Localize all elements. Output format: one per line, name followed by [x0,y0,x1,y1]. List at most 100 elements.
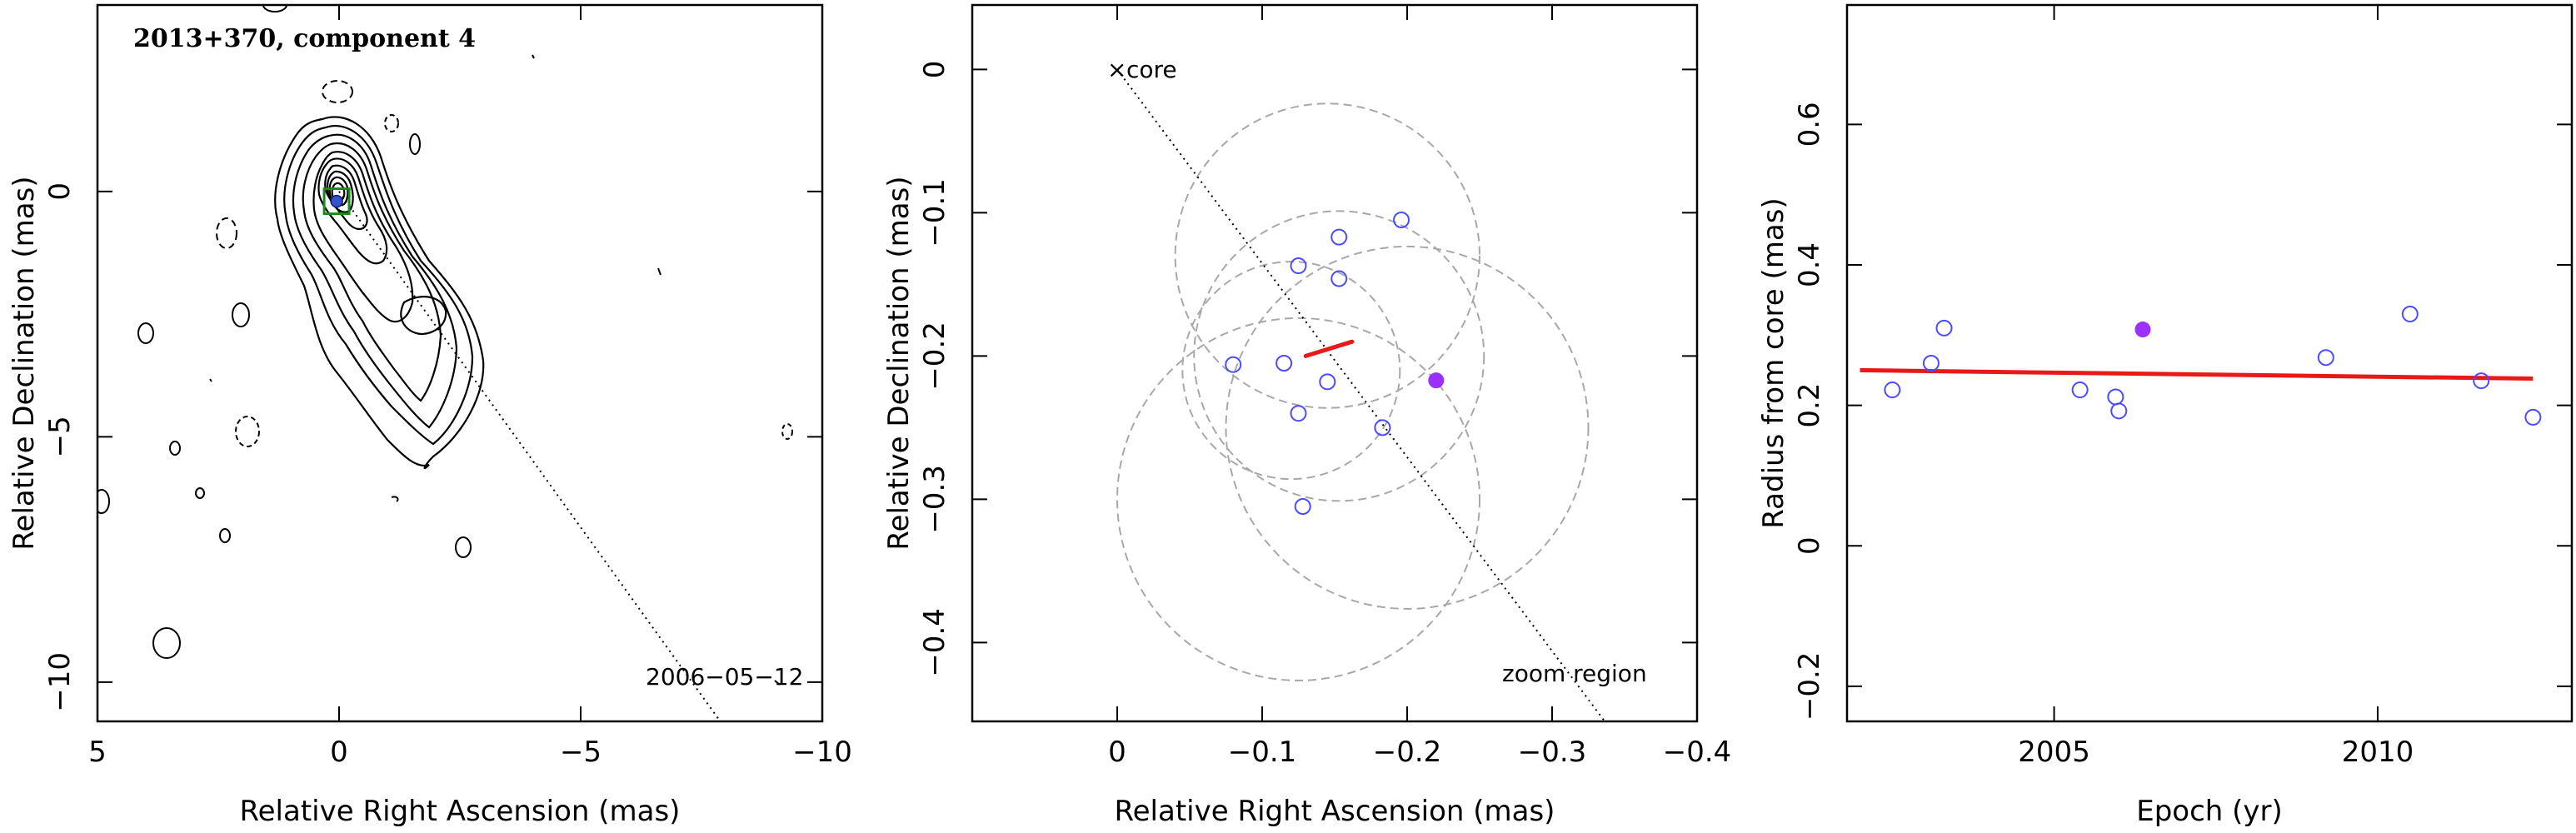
data-point [1276,355,1293,372]
core-label: × core [1107,56,1177,83]
noise-contours [97,5,793,686]
uncertainty-circle [1193,210,1485,502]
data-point [1319,373,1336,391]
y-tick-label: 0 [918,61,951,79]
contour-line [97,489,110,514]
x-tick-label: 0 [330,736,348,769]
fit-line [1860,367,2534,382]
contour-line [324,164,368,231]
contour-line [409,133,421,155]
component-point [330,194,343,208]
x-tick-label: 2010 [2342,736,2414,769]
data-point [1330,270,1348,287]
map-title: 2013+370, component 4 [133,24,476,53]
data-point [2473,372,2490,390]
core-marker-x: × [1107,56,1126,83]
contour-line [195,487,205,499]
x-tick-label: −0.1 [1228,736,1297,769]
y-tick-label: 0.2 [1793,383,1826,428]
uncertainty-circle [1225,245,1590,610]
y-tick-label: 0 [43,182,77,201]
contour-line [302,142,442,402]
contour-line [317,157,388,265]
core-label-text: core [1126,56,1177,83]
x-axis-label: Epoch (yr) [2136,795,2283,828]
contour-line [657,267,661,276]
contour-dashed [322,80,353,103]
contour-line [152,627,181,659]
uncertainty-circles [1116,102,1590,681]
y-tick-label: 0 [1793,536,1826,555]
y-axis-label: Relative Declination (mas) [7,176,41,550]
data-point [1330,228,1348,246]
data-point-filled [2134,322,2151,338]
data-point [1290,257,1307,275]
axis-ticks: 5 0 −5 −10 0 −5 −10 [43,5,852,769]
x-axis-label: Relative Right Ascension (mas) [240,795,681,828]
y-tick-label: −0.3 [918,465,951,534]
y-tick-label: −0.2 [1793,652,1826,721]
data-point [2317,349,2334,367]
contour-line [400,296,447,336]
uncertainty-circle [1116,317,1480,681]
component-box [322,187,351,216]
contour-line [391,496,399,502]
data-point [2401,305,2419,322]
contour-line [169,441,181,456]
x-axis-label: Relative Right Ascension (mas) [1115,795,1555,828]
epoch-label: 2006−05−12 [646,663,803,691]
panel-contour-map: 5 0 −5 −10 0 −5 −10 2013+370, component 4 2006… [7,3,852,828]
x-tick-label: −0.3 [1518,736,1587,769]
jet-axis-line [1116,68,1606,721]
x-tick-label: −0.2 [1373,736,1442,769]
y-tick-label: −0.2 [918,322,951,391]
plot-frame [96,3,824,723]
axis-ticks: 2005 2010 −0.2 0 0.2 0.4 0.6 [1793,5,2572,769]
plot-frame [971,3,1699,723]
contour-dashed [216,217,237,249]
contour-line [274,116,485,470]
axis-ticks: 0 −0.1 −0.2 −0.3 −0.4 0 −0.1 −0.2 −0.3 −0.4 [918,5,1731,769]
data-points [1225,212,1445,515]
x-tick-label: 5 [88,736,107,769]
contour-line [312,151,414,323]
data-point [2110,402,2128,420]
contour-line [209,378,212,382]
y-tick-label: −5 [43,416,77,457]
contour-line [262,5,287,12]
panel-zoom: 0 −0.1 −0.2 −0.3 −0.4 0 −0.1 −0.2 −0.3 −0.4 × cor… [882,3,1731,828]
plot-frame [1845,3,2574,723]
data-point [2107,388,2124,406]
uncertainty-circle [1174,102,1481,409]
contour-line [774,680,781,686]
y-tick-label: −0.1 [918,178,951,247]
contour-line [219,528,231,543]
contour-line [292,133,458,429]
zoom-region-label: zoom region [1502,660,1647,687]
data-point [1922,355,1939,372]
contour-line [232,302,250,327]
data-point [1393,212,1410,228]
y-tick-label: 0.6 [1793,102,1826,147]
contour-map [97,5,793,721]
data-point [2071,382,2089,399]
contour-line [532,54,535,59]
contour-line [455,536,472,558]
data-point [1884,382,1901,399]
contour-dashed [384,114,399,132]
data-point-filled [1428,372,1445,389]
component-marker [322,187,351,216]
data-point [2524,408,2542,426]
x-tick-label: 0 [1108,736,1126,769]
contour-line [283,125,474,446]
fit-segment [1303,339,1355,358]
data-point [1290,405,1307,422]
y-tick-label: 0.4 [1793,242,1826,287]
data-point [1294,498,1311,515]
contour-line [137,322,154,344]
data-point [1374,419,1391,436]
x-tick-label: −0.4 [1663,736,1732,769]
x-tick-label: 2005 [2018,736,2090,769]
data-point [1935,319,1953,337]
